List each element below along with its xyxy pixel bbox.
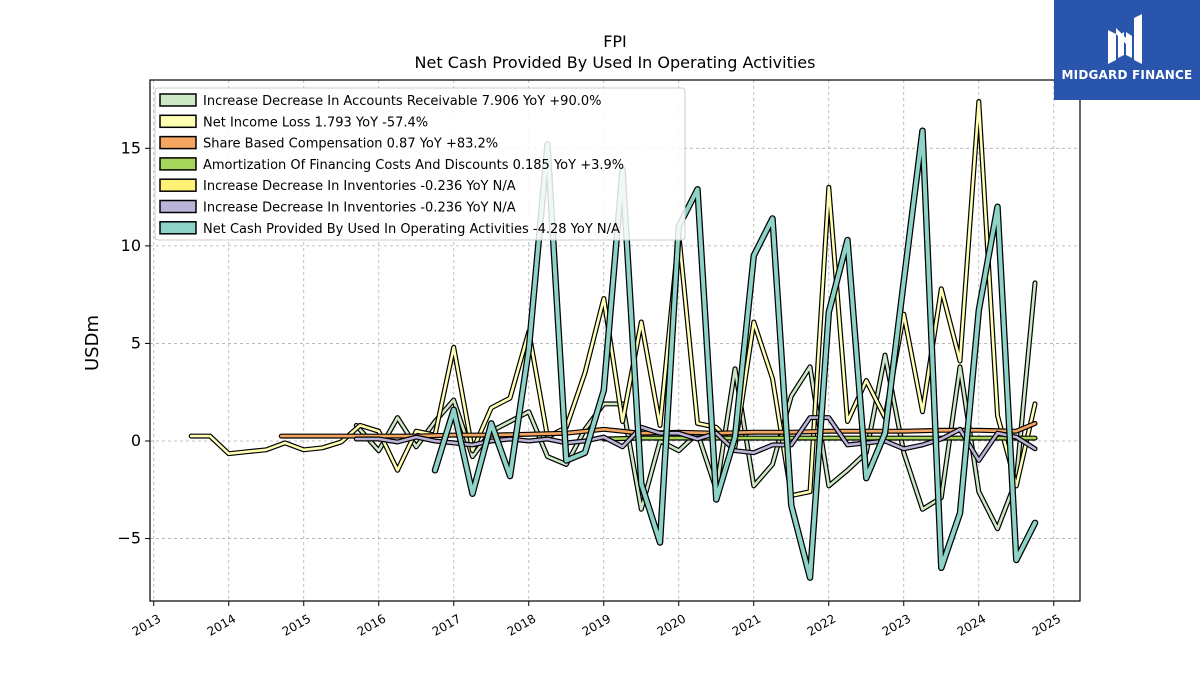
legend-entry: Amortization Of Financing Costs And Disc… bbox=[203, 158, 624, 173]
legend-swatch bbox=[159, 135, 197, 150]
legend-swatch bbox=[159, 221, 197, 235]
legend-entry: Increase Decrease In Accounts Receivable… bbox=[203, 94, 601, 109]
series-layer bbox=[188, 99, 1039, 581]
x-tick-label: 2015 bbox=[280, 611, 313, 638]
legend-entry: Increase Decrease In Inventories -0.236 … bbox=[203, 179, 516, 194]
legend-swatch bbox=[159, 199, 197, 214]
x-tick-label: 2025 bbox=[1030, 611, 1063, 638]
y-tick-label: 5 bbox=[131, 333, 141, 352]
y-axis-label: USDm bbox=[82, 315, 103, 371]
x-tick-label: 2024 bbox=[955, 611, 988, 638]
series-line bbox=[355, 416, 1037, 462]
series-line bbox=[602, 436, 1037, 441]
x-tick-label: 2019 bbox=[580, 611, 613, 638]
legend-entry: Increase Decrease In Inventories -0.236 … bbox=[203, 201, 516, 216]
legend-swatch bbox=[159, 178, 197, 192]
legend-swatch bbox=[159, 157, 197, 171]
x-tick-label: 2013 bbox=[130, 611, 163, 638]
plot-frame bbox=[149, 79, 1081, 602]
legend-swatch bbox=[159, 93, 197, 107]
x-tick-label: 2016 bbox=[355, 611, 388, 638]
x-tick-label: 2014 bbox=[205, 611, 238, 638]
series-line bbox=[433, 128, 1037, 580]
brand-name: MIDGARD FINANCE bbox=[1061, 68, 1193, 82]
chart-subtitle: Net Cash Provided By Used In Operating A… bbox=[415, 53, 816, 72]
brand-logo: MIDGARD FINANCE bbox=[1054, 0, 1200, 100]
y-tick-label: 0 bbox=[131, 431, 141, 450]
x-tick-label: 2021 bbox=[730, 611, 763, 638]
x-tick-label: 2017 bbox=[430, 611, 463, 638]
x-tick-label: 2018 bbox=[505, 611, 538, 638]
legend-entry: Net Income Loss 1.793 YoY -57.4% bbox=[203, 115, 428, 130]
x-tick-label: 2020 bbox=[655, 611, 688, 638]
chart-title: FPI bbox=[603, 32, 627, 51]
x-tick-label: 2023 bbox=[880, 611, 913, 638]
legend-swatch bbox=[159, 114, 197, 129]
legend-entry: Net Cash Provided By Used In Operating A… bbox=[203, 222, 620, 237]
y-tick-label: −5 bbox=[117, 529, 141, 548]
legend-entry: Share Based Compensation 0.87 YoY +83.2% bbox=[203, 137, 498, 152]
y-tick-label: 15 bbox=[121, 138, 141, 157]
legend: Increase Decrease In Accounts Receivable… bbox=[154, 87, 686, 241]
y-tick-label: 10 bbox=[121, 236, 141, 255]
legend-box bbox=[154, 87, 686, 241]
midgard-logo-icon bbox=[1108, 14, 1142, 64]
x-tick-label: 2022 bbox=[805, 611, 838, 638]
